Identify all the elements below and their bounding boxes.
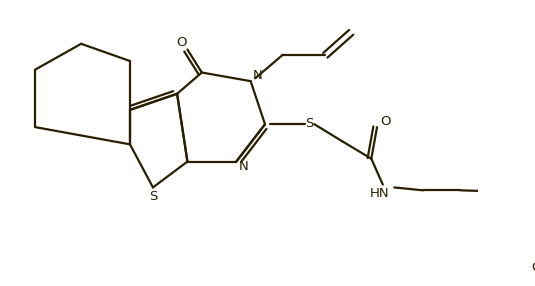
Text: O: O xyxy=(177,36,187,49)
Text: O: O xyxy=(532,261,535,274)
Text: N: N xyxy=(253,69,263,82)
Text: O: O xyxy=(380,115,391,128)
Text: S: S xyxy=(149,190,157,203)
Text: S: S xyxy=(305,117,314,130)
Text: N: N xyxy=(239,160,249,173)
Text: HN: HN xyxy=(370,187,389,200)
